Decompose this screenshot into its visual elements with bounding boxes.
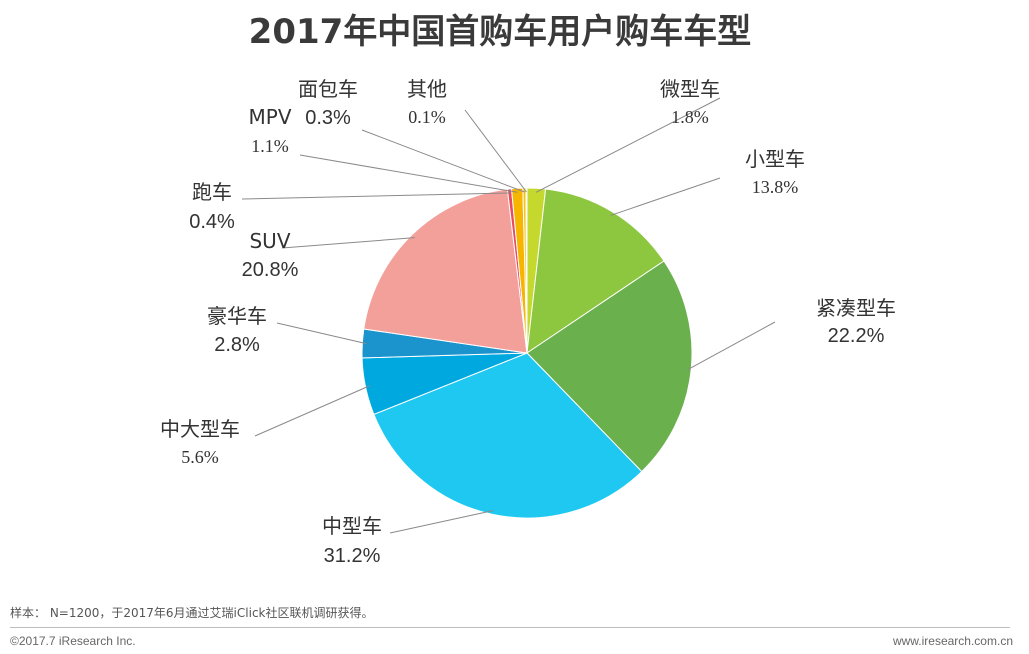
slice-label-7: 跑车	[192, 180, 232, 204]
leader-line-1	[610, 177, 721, 216]
pie-chart: 微型车 1.8% 小型车 13.8% 紧凑型车 22.2% 中型车 31.2% 中大型车 5.6%…	[160, 77, 896, 567]
slice-value-2: 22.2%	[828, 325, 885, 347]
leader-line-4	[254, 385, 370, 437]
pie-slice-2	[526, 260, 693, 473]
slice-value-6: 20.8%	[242, 259, 299, 281]
slice-label-6: SUV	[249, 229, 290, 253]
pie-slice-10	[525, 187, 528, 354]
slice-value-10: 0.1%	[408, 107, 446, 127]
leader-line-2	[686, 321, 776, 371]
slice-value-4: 5.6%	[181, 447, 219, 467]
slice-label-5: 豪华车	[207, 304, 267, 328]
slice-value-7: 0.4%	[189, 211, 235, 233]
pie-slice-6	[363, 188, 528, 354]
slice-label-3: 中型车	[322, 514, 382, 538]
leader-line-6	[281, 237, 415, 249]
slice-label-0: 微型车	[660, 77, 720, 101]
leader-line-9	[361, 129, 525, 193]
slice-value-1: 13.8%	[752, 177, 799, 197]
website-link[interactable]: www.iresearch.com.cn	[892, 634, 1013, 648]
slice-value-0: 1.8%	[671, 107, 709, 127]
slice-label-2: 紧凑型车	[816, 296, 896, 320]
slice-label-8: MPV	[249, 105, 292, 129]
slice-label-9: 面包车	[298, 77, 358, 101]
copyright-text: ©2017.7 iResearch Inc.	[10, 634, 136, 648]
slice-value-5: 2.8%	[214, 334, 260, 356]
slice-label-1: 小型车	[745, 147, 805, 171]
slice-value-3: 31.2%	[324, 545, 381, 567]
slice-label-4: 中大型车	[160, 417, 240, 441]
sample-footnote: 样本： N=1200，于2017年6月通过艾瑞iClick社区联机调研获得。	[10, 606, 374, 620]
leader-line-7	[241, 192, 510, 200]
footer-divider	[10, 627, 1010, 628]
chart-title: 2017年中国首购车用户购车车型	[248, 12, 752, 52]
slice-value-8: 1.1%	[251, 136, 289, 156]
pie-slice-1	[526, 188, 665, 355]
leader-line-0	[535, 97, 721, 193]
leader-line-8	[299, 154, 518, 193]
slice-label-10: 其他	[407, 77, 447, 101]
pie-slice-3	[373, 352, 643, 519]
leader-line-10	[464, 109, 527, 193]
leader-line-5	[276, 322, 367, 345]
slice-value-9: 0.3%	[305, 107, 351, 129]
leader-line-3	[389, 509, 494, 534]
